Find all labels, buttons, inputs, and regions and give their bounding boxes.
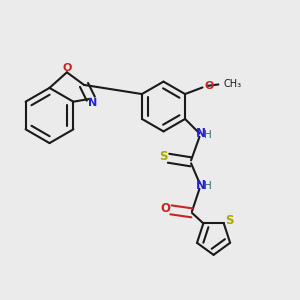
- Text: O: O: [160, 202, 171, 215]
- Text: N: N: [196, 179, 206, 192]
- Text: S: S: [159, 150, 167, 163]
- Text: O: O: [62, 63, 72, 74]
- Text: H: H: [204, 182, 212, 191]
- Text: H: H: [204, 130, 212, 140]
- Text: O: O: [205, 81, 214, 91]
- Text: S: S: [225, 214, 233, 227]
- Text: N: N: [196, 128, 206, 140]
- Text: N: N: [88, 98, 97, 108]
- Text: CH₃: CH₃: [224, 79, 242, 89]
